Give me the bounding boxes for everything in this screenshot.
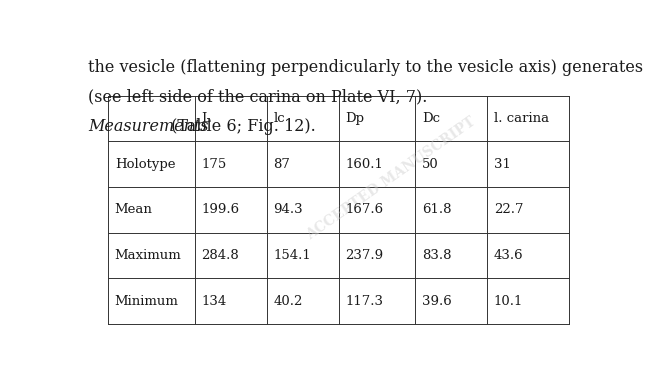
Text: 40.2: 40.2 (273, 295, 303, 308)
Text: 134: 134 (202, 295, 227, 308)
Text: 61.8: 61.8 (422, 203, 452, 216)
Text: l. carina: l. carina (494, 112, 549, 125)
Text: Measurements: Measurements (89, 118, 209, 135)
Text: Minimum: Minimum (115, 295, 179, 308)
Text: 43.6: 43.6 (494, 249, 523, 262)
Text: 10.1: 10.1 (494, 295, 523, 308)
Text: 160.1: 160.1 (345, 158, 383, 171)
Text: 50: 50 (422, 158, 439, 171)
Text: 199.6: 199.6 (202, 203, 240, 216)
Text: 83.8: 83.8 (422, 249, 452, 262)
Text: 154.1: 154.1 (273, 249, 311, 262)
Text: (see left side of the carina on Plate VI, 7).: (see left side of the carina on Plate VI… (89, 89, 428, 105)
Text: 31: 31 (494, 158, 510, 171)
Text: Holotype: Holotype (115, 158, 175, 171)
Text: Dc: Dc (422, 112, 440, 125)
Text: Maximum: Maximum (115, 249, 182, 262)
Text: 237.9: 237.9 (345, 249, 383, 262)
Text: L: L (202, 112, 211, 125)
Text: 175: 175 (202, 158, 227, 171)
Text: 284.8: 284.8 (202, 249, 239, 262)
Text: 22.7: 22.7 (494, 203, 523, 216)
Text: lc: lc (273, 112, 285, 125)
Text: 167.6: 167.6 (345, 203, 383, 216)
Text: Mean: Mean (115, 203, 152, 216)
Text: 87: 87 (273, 158, 290, 171)
Text: the vesicle (flattening perpendicularly to the vesicle axis) generates radial fo: the vesicle (flattening perpendicularly … (89, 59, 646, 76)
Text: Dp: Dp (345, 112, 364, 125)
Text: (Table 6; Fig. 12).: (Table 6; Fig. 12). (166, 118, 316, 135)
Text: 117.3: 117.3 (345, 295, 383, 308)
Text: 39.6: 39.6 (422, 295, 452, 308)
Text: ACCEPTED MANUSCRIPT: ACCEPTED MANUSCRIPT (304, 114, 478, 242)
Text: 94.3: 94.3 (273, 203, 303, 216)
